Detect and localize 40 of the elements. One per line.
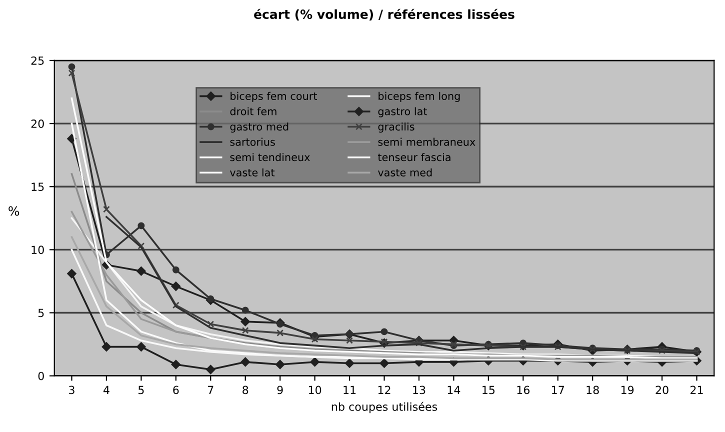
- x-tick-label: 13: [413, 386, 426, 394]
- x-tick-label: 7: [208, 386, 214, 394]
- legend-label: biceps fem long: [378, 92, 460, 102]
- y-tick-label: 0: [38, 372, 44, 380]
- x-tick-label: 6: [173, 386, 179, 394]
- chart-title: écart (% volume) / références lissées: [254, 8, 514, 20]
- x-tick-label: 16: [517, 386, 530, 394]
- x-tick-label: 3: [69, 386, 74, 394]
- x-tick-label: 17: [552, 386, 564, 394]
- legend-label: vaste lat: [230, 168, 275, 176]
- legend-label: semi tendineux: [230, 153, 310, 162]
- x-tick-label: 8: [242, 386, 248, 394]
- y-tick-label: 5: [38, 308, 44, 318]
- x-tick-label: 11: [344, 386, 356, 394]
- x-tick-label: 12: [378, 386, 390, 394]
- x-tick-label: 15: [482, 386, 495, 394]
- legend-label: vaste med: [378, 168, 432, 176]
- legend-label: sartorius: [230, 138, 275, 146]
- legend-label: semi membraneux: [378, 138, 476, 146]
- legend-label: biceps fem court: [230, 92, 318, 102]
- x-tick-label: 19: [621, 386, 634, 394]
- x-tick-label: 14: [448, 386, 460, 394]
- legend-label: gastro med: [230, 122, 288, 133]
- y-tick-label: 15: [32, 182, 44, 192]
- x-tick-label: 5: [138, 386, 144, 394]
- x-axis-title: nb coupes utilisées: [332, 402, 438, 414]
- x-tick-label: 20: [656, 386, 668, 394]
- y-axis-title: %: [8, 206, 20, 216]
- x-tick-label: 10: [308, 386, 322, 394]
- y-tick-label: 20: [31, 120, 44, 128]
- y-tick-label: 10: [32, 246, 44, 254]
- legend-label: droit fem: [230, 107, 276, 116]
- x-tick-label: 4: [103, 386, 110, 394]
- x-tick-label: 9: [277, 386, 283, 394]
- legend-label: gastro lat: [378, 107, 428, 118]
- legend-label: tenseur fascia: [378, 153, 450, 162]
- x-tick-label: 18: [586, 386, 599, 394]
- y-tick-label: 25: [31, 56, 44, 65]
- legend-label: gracilis: [378, 122, 414, 133]
- x-tick-label: 21: [690, 386, 703, 394]
